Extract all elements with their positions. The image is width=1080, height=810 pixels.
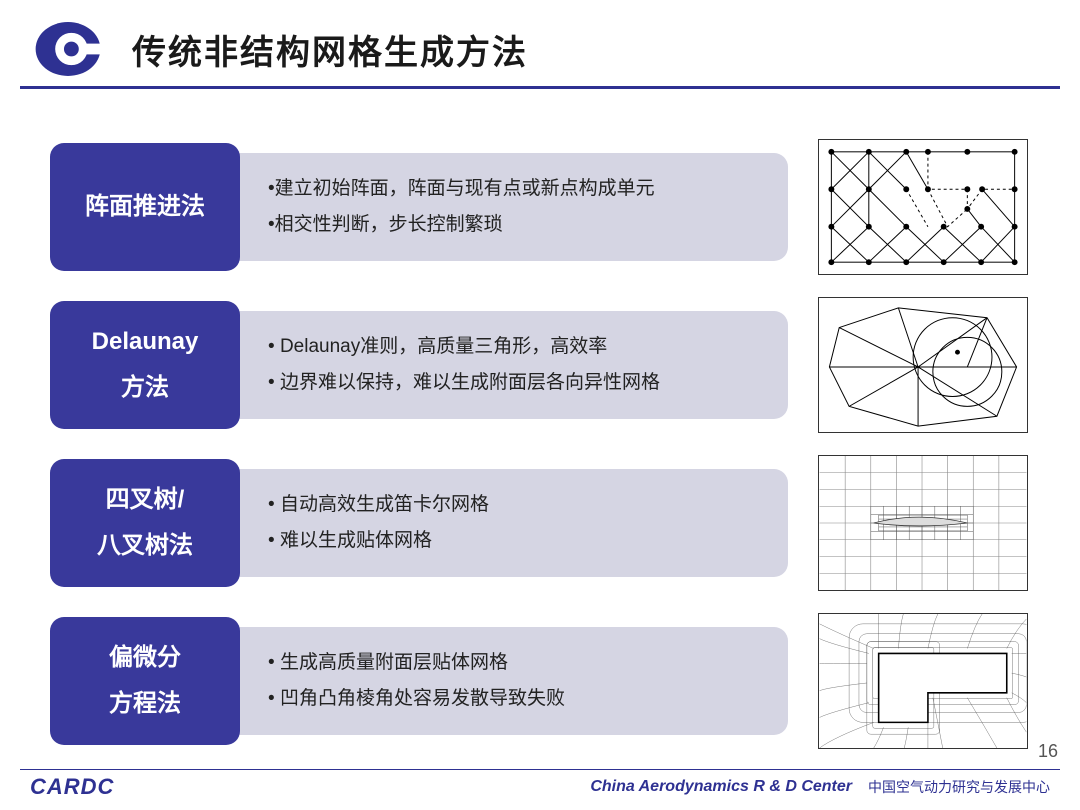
- method-description: • Delaunay准则，高质量三角形，高效率 • 边界难以保持，难以生成附面层…: [228, 311, 788, 419]
- bullet-text: • 边界难以保持，难以生成附面层各向异性网格: [268, 369, 788, 398]
- method-description: • 自动高效生成笛卡尔网格 • 难以生成贴体网格: [228, 469, 788, 577]
- slide-footer: CARDC China Aerodynamics R & D Center 中国…: [0, 774, 1080, 800]
- method-label-quadtree: 四叉树/ 八叉树法: [50, 459, 240, 587]
- method-row: Delaunay 方法 • Delaunay准则，高质量三角形，高效率 • 边界…: [50, 297, 1060, 433]
- slide-header: 传统非结构网格生成方法: [0, 0, 1080, 86]
- method-label-text: 八叉树法: [97, 523, 193, 569]
- bullet-text: •相交性判断，步长控制繁琐: [268, 211, 788, 240]
- method-description: •建立初始阵面，阵面与现有点或新点构成单元 •相交性判断，步长控制繁琐: [228, 153, 788, 261]
- slide-title: 传统非结构网格生成方法: [132, 25, 528, 74]
- bullet-text: •建立初始阵面，阵面与现有点或新点构成单元: [268, 175, 788, 204]
- method-label-text: 方法: [121, 365, 169, 411]
- footer-divider: [20, 769, 1060, 771]
- cardc-logo-icon: [34, 20, 102, 78]
- method-label-text: 四叉树/: [106, 477, 185, 523]
- method-label-text: 阵面推进法: [85, 184, 205, 230]
- figure-quadtree: [818, 455, 1028, 591]
- bullet-text: • Delaunay准则，高质量三角形，高效率: [268, 333, 788, 362]
- figure-pde: [818, 613, 1028, 749]
- method-label-pde: 偏微分 方程法: [50, 617, 240, 745]
- method-row: 四叉树/ 八叉树法 • 自动高效生成笛卡尔网格 • 难以生成贴体网格: [50, 455, 1060, 591]
- method-row: 偏微分 方程法 • 生成高质量附面层贴体网格 • 凹角凸角棱角处容易发散导致失败: [50, 613, 1060, 749]
- figure-delaunay: [818, 297, 1028, 433]
- content-area: 阵面推进法 •建立初始阵面，阵面与现有点或新点构成单元 •相交性判断，步长控制繁…: [0, 89, 1080, 749]
- method-description: • 生成高质量附面层贴体网格 • 凹角凸角棱角处容易发散导致失败: [228, 627, 788, 735]
- figure-advancing-front: [818, 139, 1028, 275]
- footer-chn-text: 中国空气动力研究与发展中心: [868, 777, 1050, 797]
- bullet-text: • 生成高质量附面层贴体网格: [268, 649, 788, 678]
- method-label-text: Delaunay: [92, 319, 199, 365]
- method-label-advancing-front: 阵面推进法: [50, 143, 240, 271]
- footer-eng-text: China Aerodynamics R & D Center: [590, 778, 852, 796]
- bullet-text: • 凹角凸角棱角处容易发散导致失败: [268, 685, 788, 714]
- method-label-text: 偏微分: [109, 635, 181, 681]
- footer-org-short: CARDC: [30, 774, 114, 800]
- method-label-text: 方程法: [109, 681, 181, 727]
- method-row: 阵面推进法 •建立初始阵面，阵面与现有点或新点构成单元 •相交性判断，步长控制繁…: [50, 139, 1060, 275]
- page-number: 16: [1038, 741, 1058, 762]
- footer-org-full: China Aerodynamics R & D Center 中国空气动力研究…: [590, 777, 1050, 797]
- bullet-text: • 难以生成贴体网格: [268, 527, 788, 556]
- bullet-text: • 自动高效生成笛卡尔网格: [268, 491, 788, 520]
- method-label-delaunay: Delaunay 方法: [50, 301, 240, 429]
